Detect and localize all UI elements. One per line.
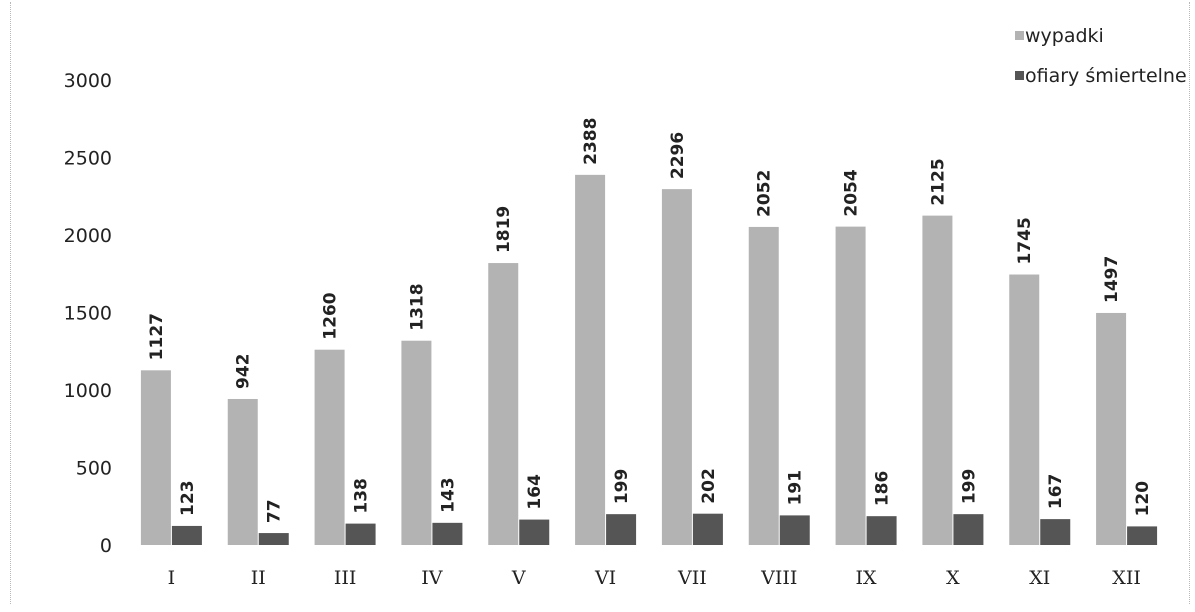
bar-ofiary-II	[258, 533, 289, 545]
y-tick-label: 1000	[64, 380, 112, 402]
x-tick-label: V	[511, 567, 526, 589]
bar-ofiary-VIII	[779, 515, 810, 545]
data-label: 138	[352, 478, 372, 514]
data-label: 120	[1133, 481, 1153, 517]
bar-ofiary-IV	[432, 522, 463, 545]
y-tick-label: 500	[76, 458, 112, 480]
bar-wypadki-X	[922, 215, 953, 545]
data-label: 1127	[147, 313, 167, 360]
legend-label: wypadki	[1025, 25, 1104, 47]
bar-ofiary-XII	[1127, 526, 1158, 545]
bar-wypadki-II	[227, 398, 258, 545]
legend-swatch	[1015, 71, 1024, 80]
x-tick-label: VIII	[760, 567, 797, 589]
data-label: 2054	[842, 169, 862, 216]
bar-wypadki-VII	[661, 189, 692, 545]
bar-ofiary-IX	[866, 516, 897, 545]
data-label: 202	[699, 468, 719, 504]
data-label: 1318	[407, 283, 427, 330]
bar-ofiary-V	[519, 519, 550, 545]
data-label: 199	[612, 469, 632, 505]
data-label: 167	[1046, 474, 1066, 510]
data-label: 77	[265, 499, 285, 523]
bar-ofiary-III	[345, 523, 376, 545]
data-label: 2125	[928, 158, 948, 205]
data-label: 199	[959, 469, 979, 505]
x-tick-label: XII	[1112, 567, 1141, 589]
x-tick-label: IX	[856, 567, 878, 589]
bar-wypadki-V	[488, 263, 519, 545]
data-label: 1819	[494, 206, 514, 253]
data-label: 2296	[668, 132, 688, 179]
chart-frame	[10, 2, 1190, 604]
bar-ofiary-XI	[1040, 519, 1071, 545]
x-tick-label: IV	[421, 567, 443, 589]
bar-wypadki-III	[314, 349, 345, 545]
y-tick-label: 3000	[64, 70, 112, 92]
bar-wypadki-IV	[401, 340, 432, 545]
bar-wypadki-VI	[575, 174, 606, 546]
legend-label: ofiary śmiertelne	[1025, 65, 1187, 87]
legend: wypadki ofiary śmiertelne	[1015, 25, 1187, 87]
bar-ofiary-VII	[692, 513, 723, 545]
y-axis-ticks: 0 500 1000 1500 2000 2500 3000	[64, 70, 112, 557]
data-label: 1260	[321, 292, 341, 339]
bar-wypadki-IX	[835, 226, 866, 545]
data-label: 164	[525, 474, 545, 510]
y-tick-label: 2500	[64, 148, 112, 170]
x-tick-label: XI	[1029, 567, 1050, 589]
bar-ofiary-I	[171, 525, 202, 545]
bars-group: 1127 123 942 77 1260 138 1318 143 1819 164 2388 199…	[140, 118, 1158, 546]
data-label: 1745	[1015, 217, 1035, 264]
legend-swatch	[1015, 31, 1024, 40]
y-tick-label: 1500	[64, 303, 112, 325]
x-tick-label: VI	[594, 567, 616, 589]
data-label: 186	[873, 471, 893, 507]
bar-wypadki-XI	[1009, 274, 1040, 545]
data-label: 1497	[1102, 256, 1122, 303]
bar-wypadki-XII	[1096, 312, 1127, 545]
data-label: 191	[786, 470, 806, 506]
bar-ofiary-X	[953, 514, 984, 545]
bar-ofiary-VI	[606, 514, 637, 545]
x-axis-ticks: I II III IV V VI VII VIII IX X XI XII	[168, 567, 1141, 589]
y-tick-label: 0	[100, 535, 112, 557]
data-label: 2388	[581, 118, 601, 165]
data-label: 143	[438, 477, 458, 513]
data-label: 942	[234, 353, 254, 389]
x-tick-label: I	[168, 567, 176, 589]
x-tick-label: VII	[677, 567, 707, 589]
x-tick-label: II	[251, 567, 266, 589]
data-label: 2052	[755, 170, 775, 217]
bar-wypadki-VIII	[748, 226, 779, 545]
bar-wypadki-I	[140, 370, 171, 545]
x-tick-label: III	[334, 567, 357, 589]
y-tick-label: 2000	[64, 225, 112, 247]
x-tick-label: X	[946, 567, 960, 589]
data-label: 123	[178, 480, 198, 516]
